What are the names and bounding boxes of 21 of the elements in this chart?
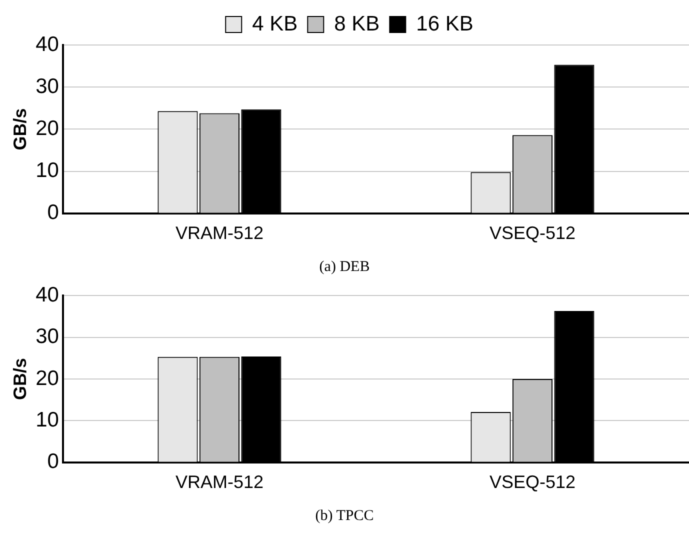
legend-label: 8 KB — [334, 12, 380, 36]
legend-label: 16 KB — [416, 12, 474, 36]
x-tick-label: VSEQ-512 — [489, 223, 576, 244]
y-tick-label: 0 — [47, 201, 59, 224]
y-tick-label: 30 — [36, 325, 59, 348]
y-tick-label: 40 — [36, 32, 59, 56]
y-tick-label: 40 — [36, 283, 59, 306]
y-tick-label: 0 — [47, 450, 59, 474]
legend-label: 4 KB — [252, 12, 298, 36]
y-tick-label: 10 — [36, 408, 59, 432]
y-tick-label: 30 — [36, 74, 59, 98]
y-tick-label: 20 — [36, 116, 59, 140]
y-axis-title: GB/s — [10, 358, 30, 400]
y-axis-title: GB/s — [10, 108, 30, 150]
y-tick-label: 20 — [36, 366, 59, 390]
x-tick-label: VRAM-512 — [175, 472, 264, 492]
y-tick-label: 10 — [36, 159, 59, 182]
text: (a) DEB — [318, 258, 371, 277]
text: (b) TPCC — [314, 507, 375, 526]
x-tick-label: VSEQ-512 — [489, 472, 576, 492]
x-tick-label: VRAM-512 — [175, 223, 264, 244]
